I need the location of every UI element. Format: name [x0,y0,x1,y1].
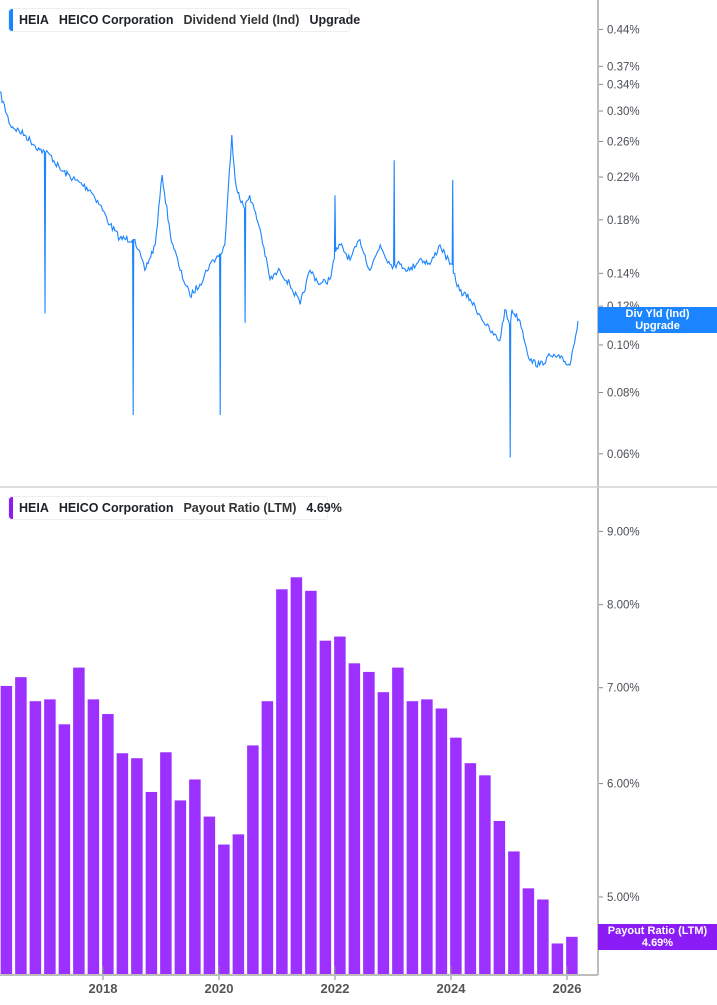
payout-bar [464,763,477,975]
dividend-yield-current-tag[interactable]: Div Yld (Ind) Upgrade [598,307,717,333]
payout-bar [377,692,390,975]
y-tick-label: 0.44% [607,24,640,36]
payout-bar [450,737,462,975]
payout-ratio-legend: HEIA HEICO Corporation Payout Ratio (LTM… [8,496,342,520]
payout-bar [551,943,564,975]
tag-label: Div Yld (Ind) [625,308,690,320]
payout-bar [73,667,85,975]
payout-bar [145,791,158,975]
y-tick-label: 0.37% [607,61,640,73]
payout-bar [305,590,317,975]
x-tick-label: 2018 [89,981,118,996]
payout-bar [421,699,433,975]
y-tick-label: 0.18% [607,215,640,227]
payout-bar [479,775,491,975]
legend-upgrade-link[interactable]: Upgrade [309,13,361,27]
payout-bar [493,820,506,975]
y-tick-label: 0.26% [607,136,640,148]
legend-value: 4.69% [306,501,342,515]
legend-company: HEICO Corporation [58,501,174,515]
payout-bar [435,708,448,975]
x-tick-label: 2024 [437,981,467,996]
legend-metric: Payout Ratio (LTM) [183,501,297,515]
payout-bar [203,816,216,975]
payout-bar [29,701,42,975]
payout-bar [247,745,259,975]
payout-bar [522,888,535,975]
payout-bar [160,752,172,975]
dividend-yield-legend: HEIA HEICO Corporation Dividend Yield (I… [8,8,360,32]
payout-bar [102,714,114,975]
tag-upgrade: Upgrade [635,320,680,332]
tag-label: Payout Ratio (LTM) [607,925,708,937]
payout-bar [189,779,201,975]
y-tick-label: 0.10% [607,340,640,352]
payout-bar [508,851,520,975]
payout-bar [58,724,71,975]
y-tick-label: 0.06% [607,449,640,461]
payout-bar [334,636,346,975]
payout-bar [174,800,187,975]
payout-bar [276,589,288,975]
x-tick-label: 2020 [205,981,234,996]
payout-bar [537,899,549,975]
payout-bar [44,699,56,975]
payout-ratio-current-tag: Payout Ratio (LTM) 4.69% [598,924,717,950]
payout-bar [290,577,303,975]
x-tick-label: 2026 [553,981,582,996]
legend-color-bar [9,497,13,519]
payout-bar [566,936,578,975]
legend-metric: Dividend Yield (Ind) [183,13,300,27]
y-tick-label: 8.00% [607,600,640,612]
payout-ratio-chart: 9.00% 8.00% 7.00% 6.00% 5.00% 2018 2020 2022 202… [0,526,640,996]
payout-bar [363,671,375,975]
payout-bar [131,758,143,975]
payout-bar [87,699,100,975]
payout-bar [15,677,27,975]
payout-bar [218,844,230,975]
legend-company: HEICO Corporation [58,13,174,27]
y-tick-label: 0.14% [607,268,640,280]
dividend-yield-line [0,91,579,458]
legend-color-bar [9,9,13,31]
y-tick-label: 7.00% [607,683,640,695]
y-tick-label: 0.08% [607,388,640,400]
payout-bar [406,701,419,975]
y-tick-label: 0.22% [607,172,640,184]
y-tick-label: 0.30% [607,106,640,118]
payout-bar [319,640,332,975]
payout-bar [0,685,13,975]
payout-bar [392,667,404,975]
y-tick-label: 9.00% [607,526,640,538]
payout-bar [261,701,274,975]
legend-ticker: HEIA [19,13,49,27]
legend-ticker: HEIA [19,501,49,515]
payout-bar [232,834,245,975]
y-tick-label: 5.00% [607,892,640,904]
dividend-yield-chart: 0.44% 0.37% 0.34% 0.30% 0.26% 0.22% 0.18% 0.14%… [0,24,640,461]
x-tick-label: 2022 [321,981,350,996]
payout-bar [348,663,361,975]
tag-value: 4.69% [641,937,674,949]
y-tick-label: 0.34% [607,79,640,91]
y-tick-label: 6.00% [607,779,640,791]
payout-bar [116,753,129,975]
